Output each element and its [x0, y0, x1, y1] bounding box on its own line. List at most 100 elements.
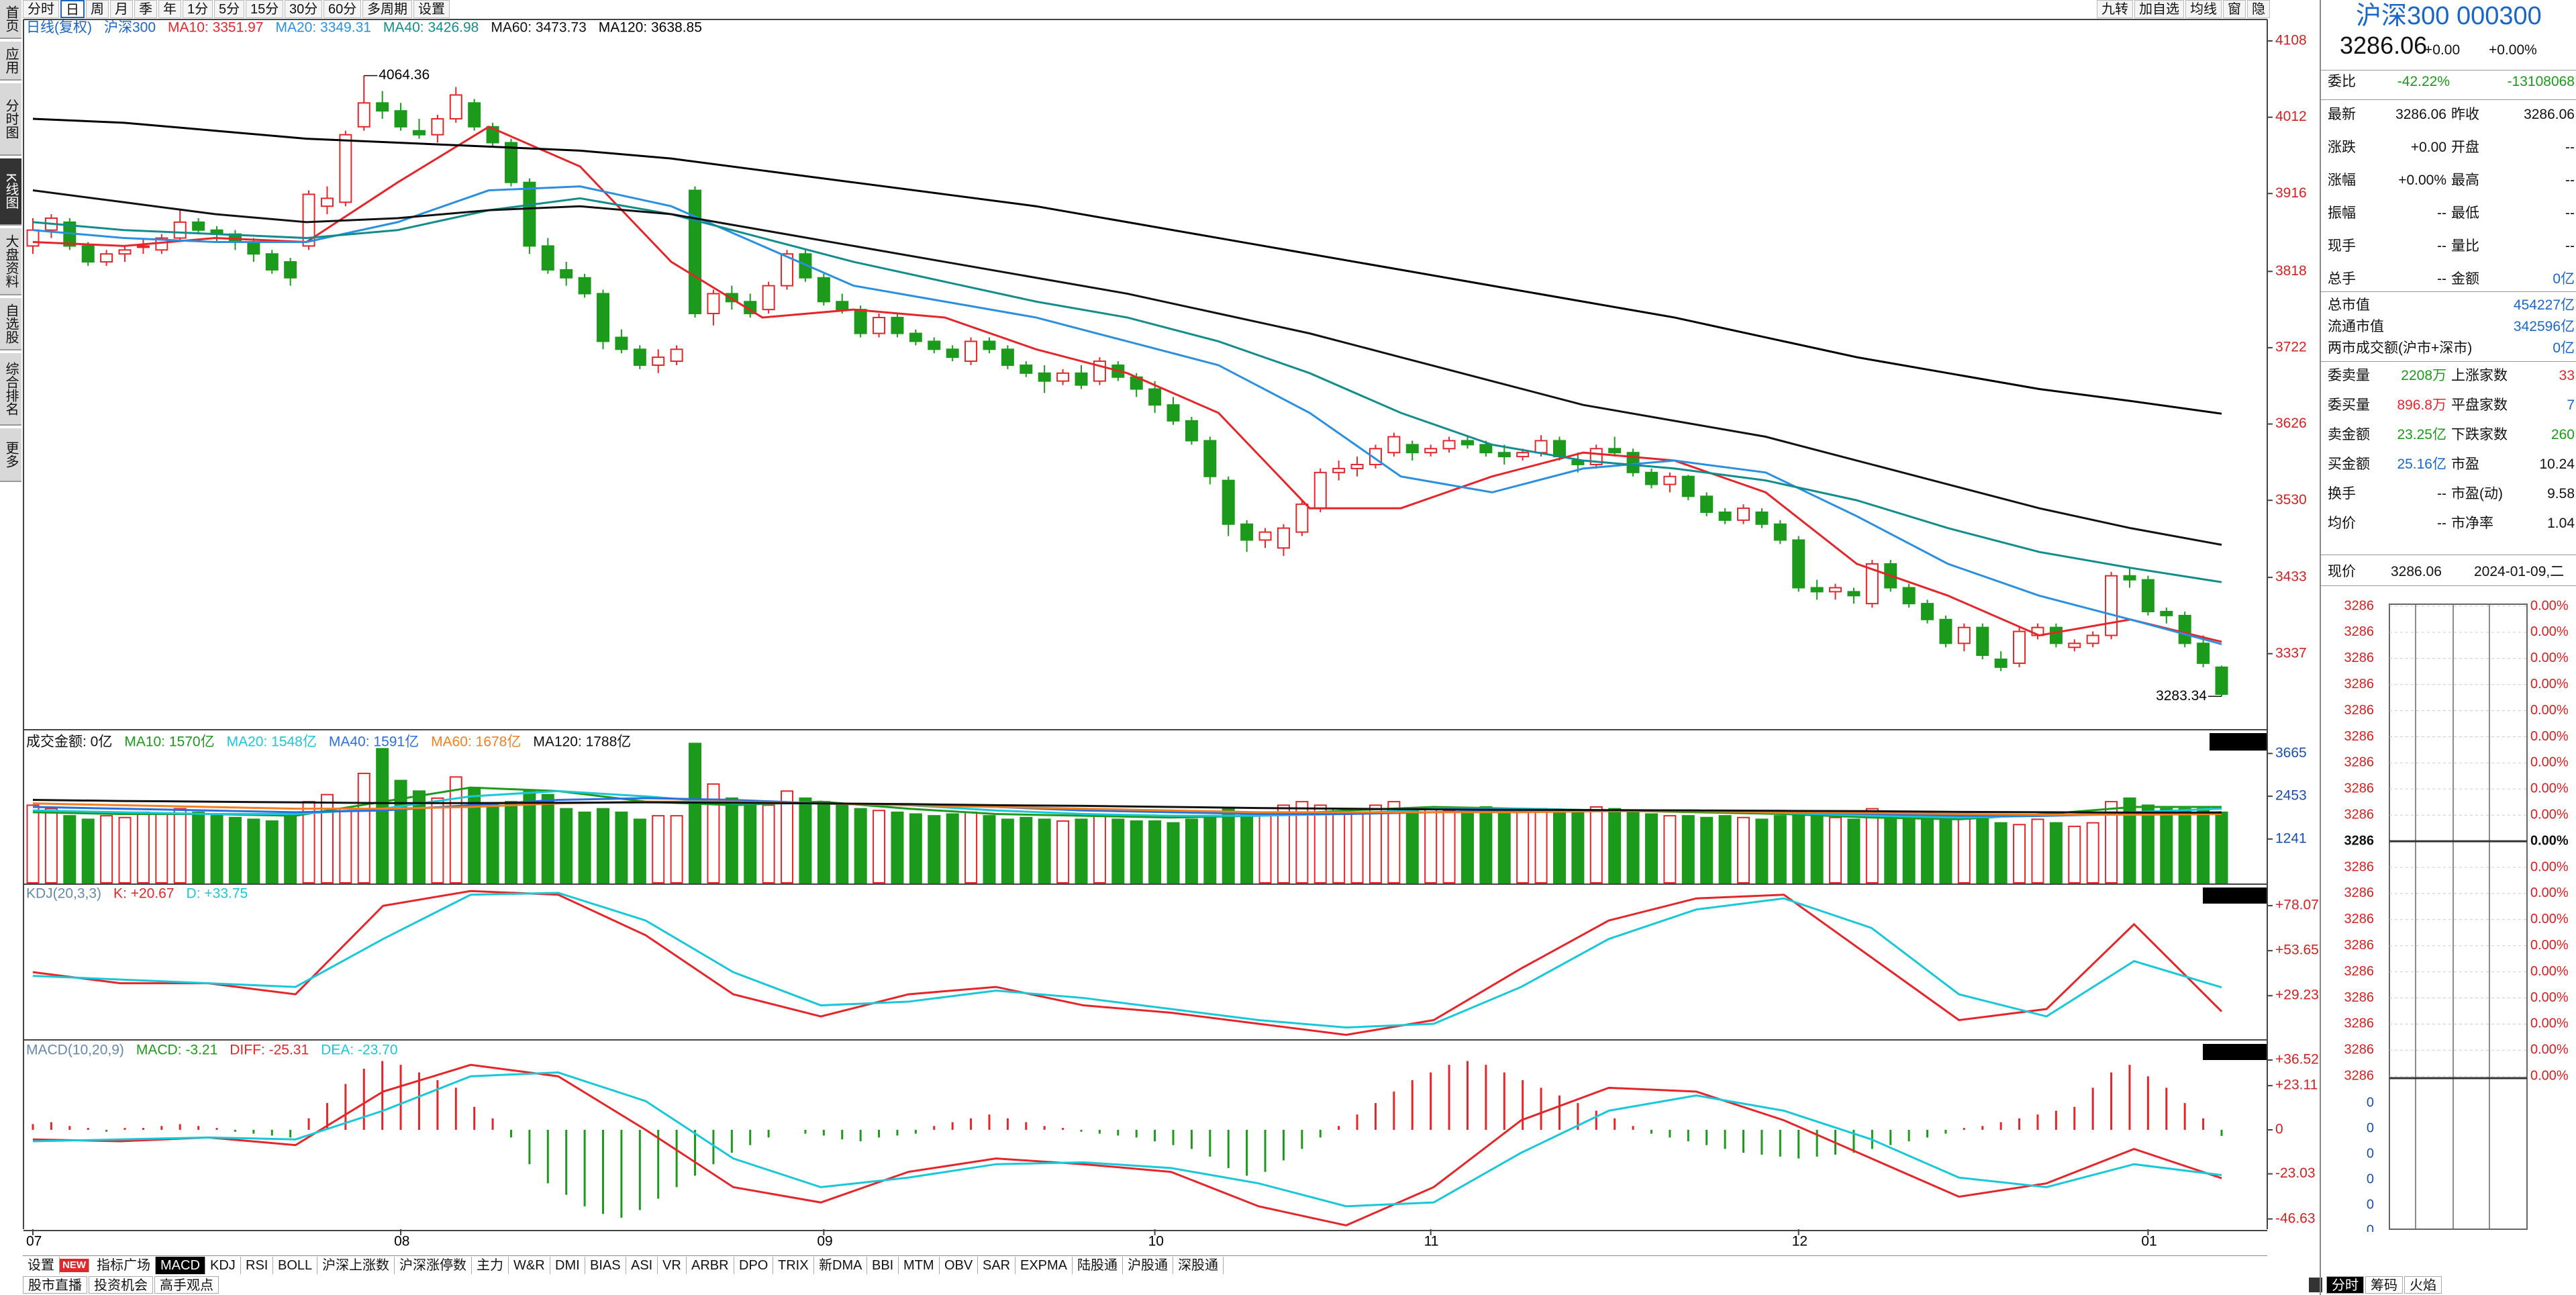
period-button[interactable]: 季	[134, 0, 157, 18]
period-button[interactable]: 1分	[183, 0, 213, 18]
indicator-box[interactable]	[2203, 888, 2267, 904]
timeshare-price: 3286	[2344, 651, 2375, 665]
candle-body	[449, 94, 462, 119]
period-button[interactable]: 周	[86, 0, 109, 18]
volume-bar	[2086, 822, 2099, 884]
indicator-tab[interactable]: 设置	[23, 1257, 60, 1274]
volume-bar	[707, 783, 720, 884]
volume-bar	[1644, 813, 1658, 883]
panel-tab[interactable]: 火焰	[2404, 1276, 2442, 1294]
volume-bar	[1516, 811, 1530, 883]
x-tick-label: 12	[1792, 1234, 1807, 1249]
indicator-tab[interactable]: EXPMA	[1015, 1257, 1073, 1274]
period-button[interactable]: 15分	[246, 0, 284, 18]
volume-bar	[320, 794, 334, 883]
indicator-tab[interactable]: MTM	[899, 1257, 940, 1274]
indicator-tab[interactable]: ARBR	[687, 1257, 734, 1274]
indicator-tab[interactable]: SAR	[978, 1257, 1016, 1274]
timeshare-price: 3286	[2344, 598, 2375, 613]
period-button[interactable]: 年	[158, 0, 181, 18]
indicator-tab[interactable]: 新DMA	[814, 1257, 868, 1274]
legend-item: MACD: -3.21	[136, 1043, 217, 1058]
candle-body	[1295, 503, 1309, 533]
candle-body	[1314, 471, 1327, 510]
side-tab[interactable]: 首页	[0, 0, 21, 39]
chart-button[interactable]: 均线	[2185, 0, 2222, 18]
indicator-tab[interactable]: NEW	[60, 1259, 89, 1272]
quote-cell: 2024-01-09,二	[2474, 564, 2565, 579]
quote-cell: 卖金额	[2328, 427, 2370, 442]
timeshare-pct: 0.00%	[2530, 1016, 2569, 1031]
indicator-tab[interactable]: BBI	[867, 1257, 899, 1274]
indicator-tab[interactable]: BIAS	[585, 1257, 626, 1274]
indicator-tab[interactable]: 沪股通	[1123, 1257, 1173, 1274]
indicator-tab[interactable]: 指标广场	[92, 1257, 156, 1274]
timeshare-price: 3286	[2344, 807, 2375, 822]
indicator-tab[interactable]: 主力	[472, 1257, 509, 1274]
chart-button[interactable]: 加自选	[2134, 0, 2184, 18]
side-tab[interactable]: 分时图	[0, 83, 21, 156]
period-button[interactable]: 设置	[413, 0, 450, 18]
bottom-link[interactable]: 投资机会	[89, 1276, 153, 1294]
indicator-tab[interactable]: W&R	[509, 1257, 550, 1274]
candle-body	[1020, 364, 1033, 374]
indicator-tab[interactable]: 沪深上涨数	[317, 1257, 395, 1274]
side-tab[interactable]: 自选股	[0, 298, 21, 350]
volume-bar	[1387, 801, 1401, 883]
indicator-tab[interactable]: TRIX	[773, 1257, 814, 1274]
side-tab[interactable]: 更多	[0, 428, 21, 482]
side-tab[interactable]: K线图	[0, 158, 21, 226]
candle-body	[689, 189, 702, 315]
indicator-box[interactable]	[2203, 1044, 2267, 1060]
side-tab[interactable]: 大盘资料	[0, 228, 21, 295]
indicator-tab[interactable]: VR	[658, 1257, 687, 1274]
indicator-tab[interactable]: KDJ	[205, 1257, 241, 1274]
period-button[interactable]: 30分	[285, 0, 323, 18]
volume-bar	[1865, 808, 1879, 884]
volume-bar	[1810, 815, 1824, 884]
indicator-tab[interactable]: RSI	[241, 1257, 274, 1274]
period-button[interactable]: 5分	[214, 0, 245, 18]
timeshare-price: 3286	[2344, 938, 2375, 953]
volume-bar	[1148, 820, 1162, 883]
indicator-tab[interactable]: ASI	[626, 1257, 658, 1274]
indicator-tab[interactable]: BOLL	[273, 1257, 318, 1274]
chart-button[interactable]: 窗	[2223, 0, 2246, 18]
volume-bar	[1277, 804, 1290, 883]
candle-body	[597, 293, 610, 342]
volume-bar	[1884, 811, 1897, 883]
period-button[interactable]: 60分	[324, 0, 362, 18]
bottom-link[interactable]: 股市直播	[23, 1276, 87, 1294]
indicator-tab[interactable]: 深股通	[1173, 1257, 1224, 1274]
panel-tab[interactable]: 分时	[2326, 1276, 2364, 1294]
legend-item: MA10: 3351.97	[168, 20, 263, 36]
volume-bar	[1626, 811, 1640, 883]
indicator-tab[interactable]: MACD	[156, 1257, 205, 1274]
side-tab[interactable]: 综合排名	[0, 353, 21, 426]
period-box[interactable]	[2210, 733, 2267, 751]
period-button[interactable]: 多周期	[362, 0, 412, 18]
indicator-tab[interactable]: DMI	[550, 1257, 585, 1274]
volume-bar	[1350, 811, 1364, 883]
indicator-tab[interactable]: 陆股通	[1073, 1257, 1123, 1274]
x-tick-label: 09	[817, 1234, 832, 1249]
quote-cell: 市净率	[2451, 516, 2493, 531]
candle-body	[2197, 642, 2210, 664]
indicator-tab[interactable]: 沪深涨停数	[395, 1257, 472, 1274]
period-button[interactable]: 分时	[23, 0, 59, 18]
indicator-tab[interactable]: OBV	[940, 1257, 979, 1274]
candle-body	[1075, 372, 1088, 386]
period-button[interactable]: 月	[110, 0, 133, 18]
period-button[interactable]: 日	[60, 0, 85, 18]
bottom-link[interactable]: 高手观点	[154, 1276, 219, 1294]
chart-button[interactable]: 九转	[2097, 0, 2133, 18]
volume-bar	[173, 808, 187, 884]
series-line	[32, 786, 2222, 820]
quote-cell: 平盘家数	[2451, 397, 2508, 413]
side-tab[interactable]: 应用	[0, 42, 21, 81]
quote-cell: -42.22%	[2397, 74, 2450, 89]
volume-bar	[1589, 806, 1603, 883]
chart-button[interactable]: 隐	[2247, 0, 2270, 18]
indicator-tab[interactable]: DPO	[734, 1257, 774, 1274]
panel-tab[interactable]: 筹码	[2365, 1276, 2403, 1294]
